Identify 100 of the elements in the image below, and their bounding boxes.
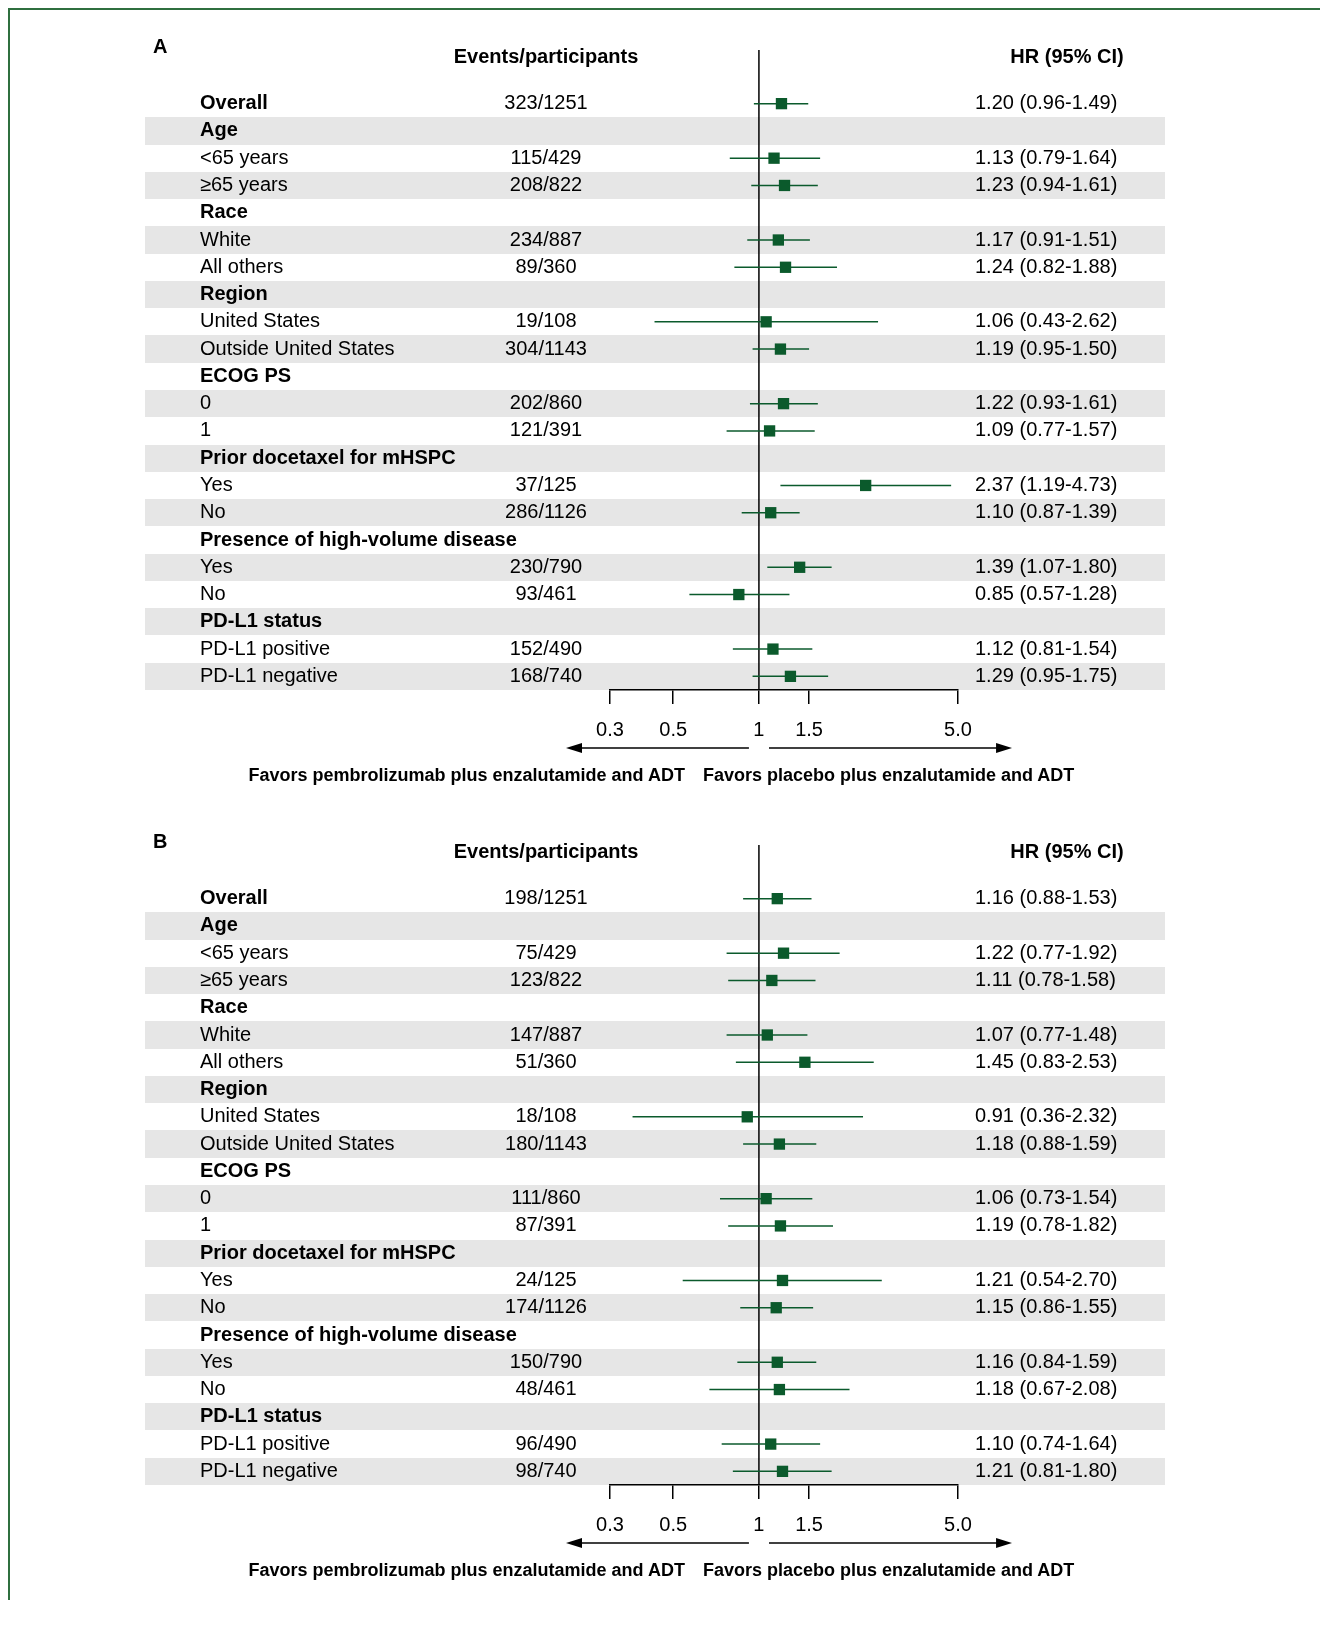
x-tick-label: 0.3 xyxy=(596,717,624,740)
text: 24/125 xyxy=(515,1267,577,1290)
y-tick-label: Prior docetaxel for mHSPC xyxy=(200,445,456,468)
text: 168/740 xyxy=(509,663,583,686)
y-tick-label: Prior docetaxel for mHSPC xyxy=(200,1240,456,1263)
data-label: 1.29 (0.95-1.75) xyxy=(975,663,1118,686)
y-tick-label: PD-L1 status xyxy=(200,1404,323,1427)
y-tick-label: Race xyxy=(200,200,248,223)
y-tick-label: Overall xyxy=(200,91,268,114)
y-tick-label: All others xyxy=(200,1049,284,1072)
text: 89/360 xyxy=(515,254,577,277)
text: 202/860 xyxy=(509,391,583,414)
y-tick-label: Overall xyxy=(200,886,268,909)
y-tick-label: Yes xyxy=(200,472,233,495)
y-tick-label: 1 xyxy=(200,1213,212,1236)
x-tick-label: 1 xyxy=(753,1512,765,1535)
y-tick-label: Outside United States xyxy=(200,336,395,359)
text: 87/391 xyxy=(515,1213,577,1236)
y-tick-label: Age xyxy=(200,118,238,141)
y-tick-label: United States xyxy=(200,309,321,332)
text: 230/790 xyxy=(509,554,583,577)
y-tick-label: Yes xyxy=(200,554,233,577)
data-label: 1.12 (0.81-1.54) xyxy=(975,636,1118,659)
text: 174/1126 xyxy=(505,1295,587,1318)
text: Favors placebo plus enzalutamide and ADT xyxy=(702,1559,1075,1580)
y-tick-label: <65 years xyxy=(200,940,289,963)
text: 111/860 xyxy=(511,1186,581,1209)
y-tick-label: 0 xyxy=(200,391,212,414)
data-label: 1.45 (0.83-2.53) xyxy=(975,1049,1118,1072)
text: 198/1251 xyxy=(504,886,588,909)
text: Favors pembrolizumab plus enzalutamide and ADT xyxy=(248,1559,685,1580)
y-tick-label: Presence of high-volume disease xyxy=(200,527,517,550)
y-tick-label: PD-L1 negative xyxy=(200,1458,338,1481)
x-tick-label: 0.5 xyxy=(659,1512,688,1535)
text: 304/1143 xyxy=(505,336,587,359)
text: 208/822 xyxy=(509,172,583,195)
y-tick-label: <65 years xyxy=(200,145,289,168)
data-label: 1.15 (0.86-1.55) xyxy=(975,1295,1118,1318)
text: 93/461 xyxy=(515,582,577,605)
x-tick-label: 0.5 xyxy=(659,717,688,740)
y-tick-label: ECOG PS xyxy=(200,363,292,386)
data-label: 1.16 (0.84-1.59) xyxy=(975,1349,1118,1372)
y-tick-label: Yes xyxy=(200,1267,233,1290)
data-label: 1.10 (0.87-1.39) xyxy=(975,500,1118,523)
data-label: 1.06 (0.43-2.62) xyxy=(975,309,1118,332)
y-tick-label: PD-L1 negative xyxy=(200,663,338,686)
data-label: 1.18 (0.67-2.08) xyxy=(975,1377,1118,1400)
y-tick-label: Outside United States xyxy=(200,1131,395,1154)
text: B xyxy=(153,829,168,852)
text: 98/740 xyxy=(515,1458,577,1481)
data-label: 1.23 (0.94-1.61) xyxy=(975,172,1118,195)
text: 75/429 xyxy=(515,940,577,963)
y2-axis-title: HR (95% CI) xyxy=(1010,839,1124,862)
text: 121/391 xyxy=(509,418,583,441)
data-label: 1.06 (0.73-1.54) xyxy=(975,1186,1118,1209)
data-label: 1.22 (0.77-1.92) xyxy=(975,940,1118,963)
y-tick-label: PD-L1 positive xyxy=(200,1431,331,1454)
x-tick-label: 5.0 xyxy=(944,1512,972,1535)
data-label: 2.37 (1.19-4.73) xyxy=(975,472,1118,495)
y-tick-label: ≥65 years xyxy=(200,967,288,990)
text: 37/125 xyxy=(515,472,577,495)
y-tick-label: United States xyxy=(200,1104,321,1127)
data-label: 1.39 (1.07-1.80) xyxy=(975,554,1118,577)
y-tick-label: 1 xyxy=(200,418,212,441)
data-label: 1.13 (0.79-1.64) xyxy=(975,145,1118,168)
y-tick-label: ECOG PS xyxy=(200,1158,292,1181)
x-tick-label: 1.5 xyxy=(795,717,823,740)
text: 234/887 xyxy=(509,227,583,250)
y-tick-label: No xyxy=(200,500,226,523)
data-label: 1.19 (0.78-1.82) xyxy=(975,1213,1118,1236)
data-label: 1.16 (0.88-1.53) xyxy=(975,886,1118,909)
data-label: 0.91 (0.36-2.32) xyxy=(975,1104,1118,1127)
y-tick-label: 0 xyxy=(200,1186,212,1209)
x-tick-label: 1 xyxy=(753,717,765,740)
y-tick-label: Yes xyxy=(200,1349,233,1372)
text: 323/1251 xyxy=(504,91,588,114)
data-label: 1.07 (0.77-1.48) xyxy=(975,1022,1118,1045)
x-tick-label: 1.5 xyxy=(795,1512,823,1535)
y-tick-label: No xyxy=(200,582,226,605)
y-tick-label: White xyxy=(200,227,252,250)
text: 19/108 xyxy=(515,309,577,332)
text: 18/108 xyxy=(515,1104,577,1127)
data-label: 1.18 (0.88-1.59) xyxy=(975,1131,1118,1154)
y-tick-label: No xyxy=(200,1377,226,1400)
data-label: 1.11 (0.78-1.58) xyxy=(975,967,1116,990)
y-tick-label: Age xyxy=(200,913,238,936)
y2-axis-title: HR (95% CI) xyxy=(1010,44,1124,67)
text: 150/790 xyxy=(509,1349,583,1372)
data-label: 1.10 (0.74-1.64) xyxy=(975,1431,1118,1454)
y-tick-label: Race xyxy=(200,995,248,1018)
data-label: 1.09 (0.77-1.57) xyxy=(975,418,1118,441)
text: 123/822 xyxy=(509,967,583,990)
text: 115/429 xyxy=(510,145,582,168)
y-tick-label: ≥65 years xyxy=(200,172,288,195)
y-tick-label: Region xyxy=(200,282,268,305)
text: 147/887 xyxy=(509,1022,583,1045)
text: 286/1126 xyxy=(505,500,587,523)
y-tick-label: PD-L1 positive xyxy=(200,636,331,659)
y-tick-label: Region xyxy=(200,1077,268,1100)
text: 51/360 xyxy=(515,1049,577,1072)
